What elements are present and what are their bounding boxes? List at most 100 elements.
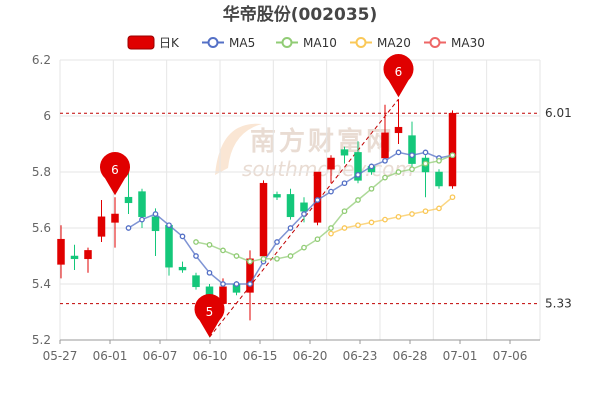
candle-body (124, 196, 133, 204)
candle (286, 188, 295, 220)
series-point (301, 244, 307, 251)
candle-body (300, 202, 308, 212)
series-point (328, 230, 334, 237)
y-tick-label: 6 (43, 109, 51, 123)
series-point (287, 225, 294, 231)
candle (57, 225, 65, 279)
candle-body (286, 194, 295, 218)
series-point (395, 169, 402, 175)
reference-line-label: 5.33 (545, 297, 572, 311)
series-point (382, 157, 388, 164)
candle (300, 197, 308, 223)
series-point (395, 149, 402, 156)
candle (192, 272, 200, 290)
candle (435, 169, 443, 189)
x-tick-label: 06-07 (143, 349, 178, 363)
series-point (220, 247, 226, 254)
series-point (287, 253, 294, 259)
candle (259, 180, 268, 262)
series-point (301, 211, 307, 217)
series-point (355, 197, 361, 203)
candle (111, 197, 119, 248)
watermark-logo (215, 123, 262, 175)
moving-averages (125, 149, 456, 287)
candle (70, 244, 79, 270)
series-point (368, 219, 375, 226)
candle-body (273, 194, 281, 198)
series-point (328, 188, 334, 195)
marker-label: 5 (206, 305, 214, 319)
legend-marker (281, 37, 293, 48)
candle-body (340, 149, 349, 156)
series-point (436, 205, 442, 212)
series-point (206, 241, 213, 248)
legend-marker (207, 37, 219, 48)
candle-body (448, 112, 457, 187)
candle (97, 200, 106, 242)
candle (327, 155, 335, 184)
legend-item-ma10[interactable]: MA10 (276, 36, 337, 50)
series-point (314, 236, 321, 243)
legend-item-ma30[interactable]: MA30 (424, 36, 485, 50)
x-tick-label: 06-10 (193, 349, 228, 363)
legend-item-ma5[interactable]: MA5 (202, 36, 255, 50)
series-point (368, 185, 375, 192)
x-tick-label: 06-23 (343, 349, 378, 363)
series-point (247, 258, 253, 265)
candle-body (138, 191, 146, 218)
trend-line (209, 98, 399, 338)
candle (124, 172, 133, 214)
y-tick-label: 5.8 (32, 165, 51, 179)
candle (178, 261, 187, 273)
legend-item-ma20[interactable]: MA20 (350, 36, 411, 50)
marker-pin-min: 5 (194, 294, 225, 338)
series-point (220, 281, 226, 287)
candle-body (259, 182, 268, 257)
x-tick-label: 06-28 (393, 349, 428, 363)
series-point (179, 233, 186, 240)
candle-body (435, 171, 443, 187)
x-tick-label: 06-20 (293, 349, 328, 363)
watermark-text: 南方财富网 (250, 126, 395, 157)
series-point (368, 163, 375, 170)
series-line (330, 196, 453, 235)
series-point (382, 216, 388, 223)
series-point (274, 239, 280, 245)
legend-item-日k[interactable]: 日K (127, 35, 180, 50)
series-point (125, 225, 132, 231)
legend-label: MA10 (303, 36, 337, 50)
x-tick-label: 07-06 (493, 349, 528, 363)
legend-marker (429, 37, 441, 48)
series-point (328, 225, 334, 231)
series-point (274, 255, 280, 262)
candle (394, 99, 403, 144)
x-tick-label: 06-01 (93, 349, 128, 363)
candle-body (408, 135, 416, 164)
series-point (409, 166, 415, 173)
series-ma10 (193, 152, 456, 265)
reference-lines: 6.01 5.33 (60, 106, 572, 311)
candle-body (57, 238, 65, 265)
legend[interactable]: 日K MA5 MA10 MA20 MA30 (127, 35, 485, 50)
candle-body (394, 126, 403, 134)
marker-label: 6 (111, 163, 119, 177)
candle-body (192, 275, 200, 288)
x-tick-label: 06-15 (243, 349, 278, 363)
chart-title: 华帝股份(002035) (223, 4, 378, 25)
candle (408, 121, 416, 170)
candle-body (151, 216, 160, 232)
x-axis: 05-27 06-01 06-07 06-10 06-15 06-20 06-23 06-28… (43, 339, 540, 363)
candle (340, 146, 349, 164)
series-point (395, 213, 402, 220)
y-tick-label: 5.2 (32, 333, 51, 347)
series-point (152, 211, 159, 217)
series-point (139, 216, 145, 223)
candle-body (354, 152, 362, 181)
x-tick-label: 07-01 (443, 349, 478, 363)
candle-body (165, 224, 173, 268)
series-point (233, 281, 240, 287)
series-point (341, 180, 348, 187)
marker-shape (194, 294, 225, 338)
legend-swatch-candle (127, 35, 155, 50)
